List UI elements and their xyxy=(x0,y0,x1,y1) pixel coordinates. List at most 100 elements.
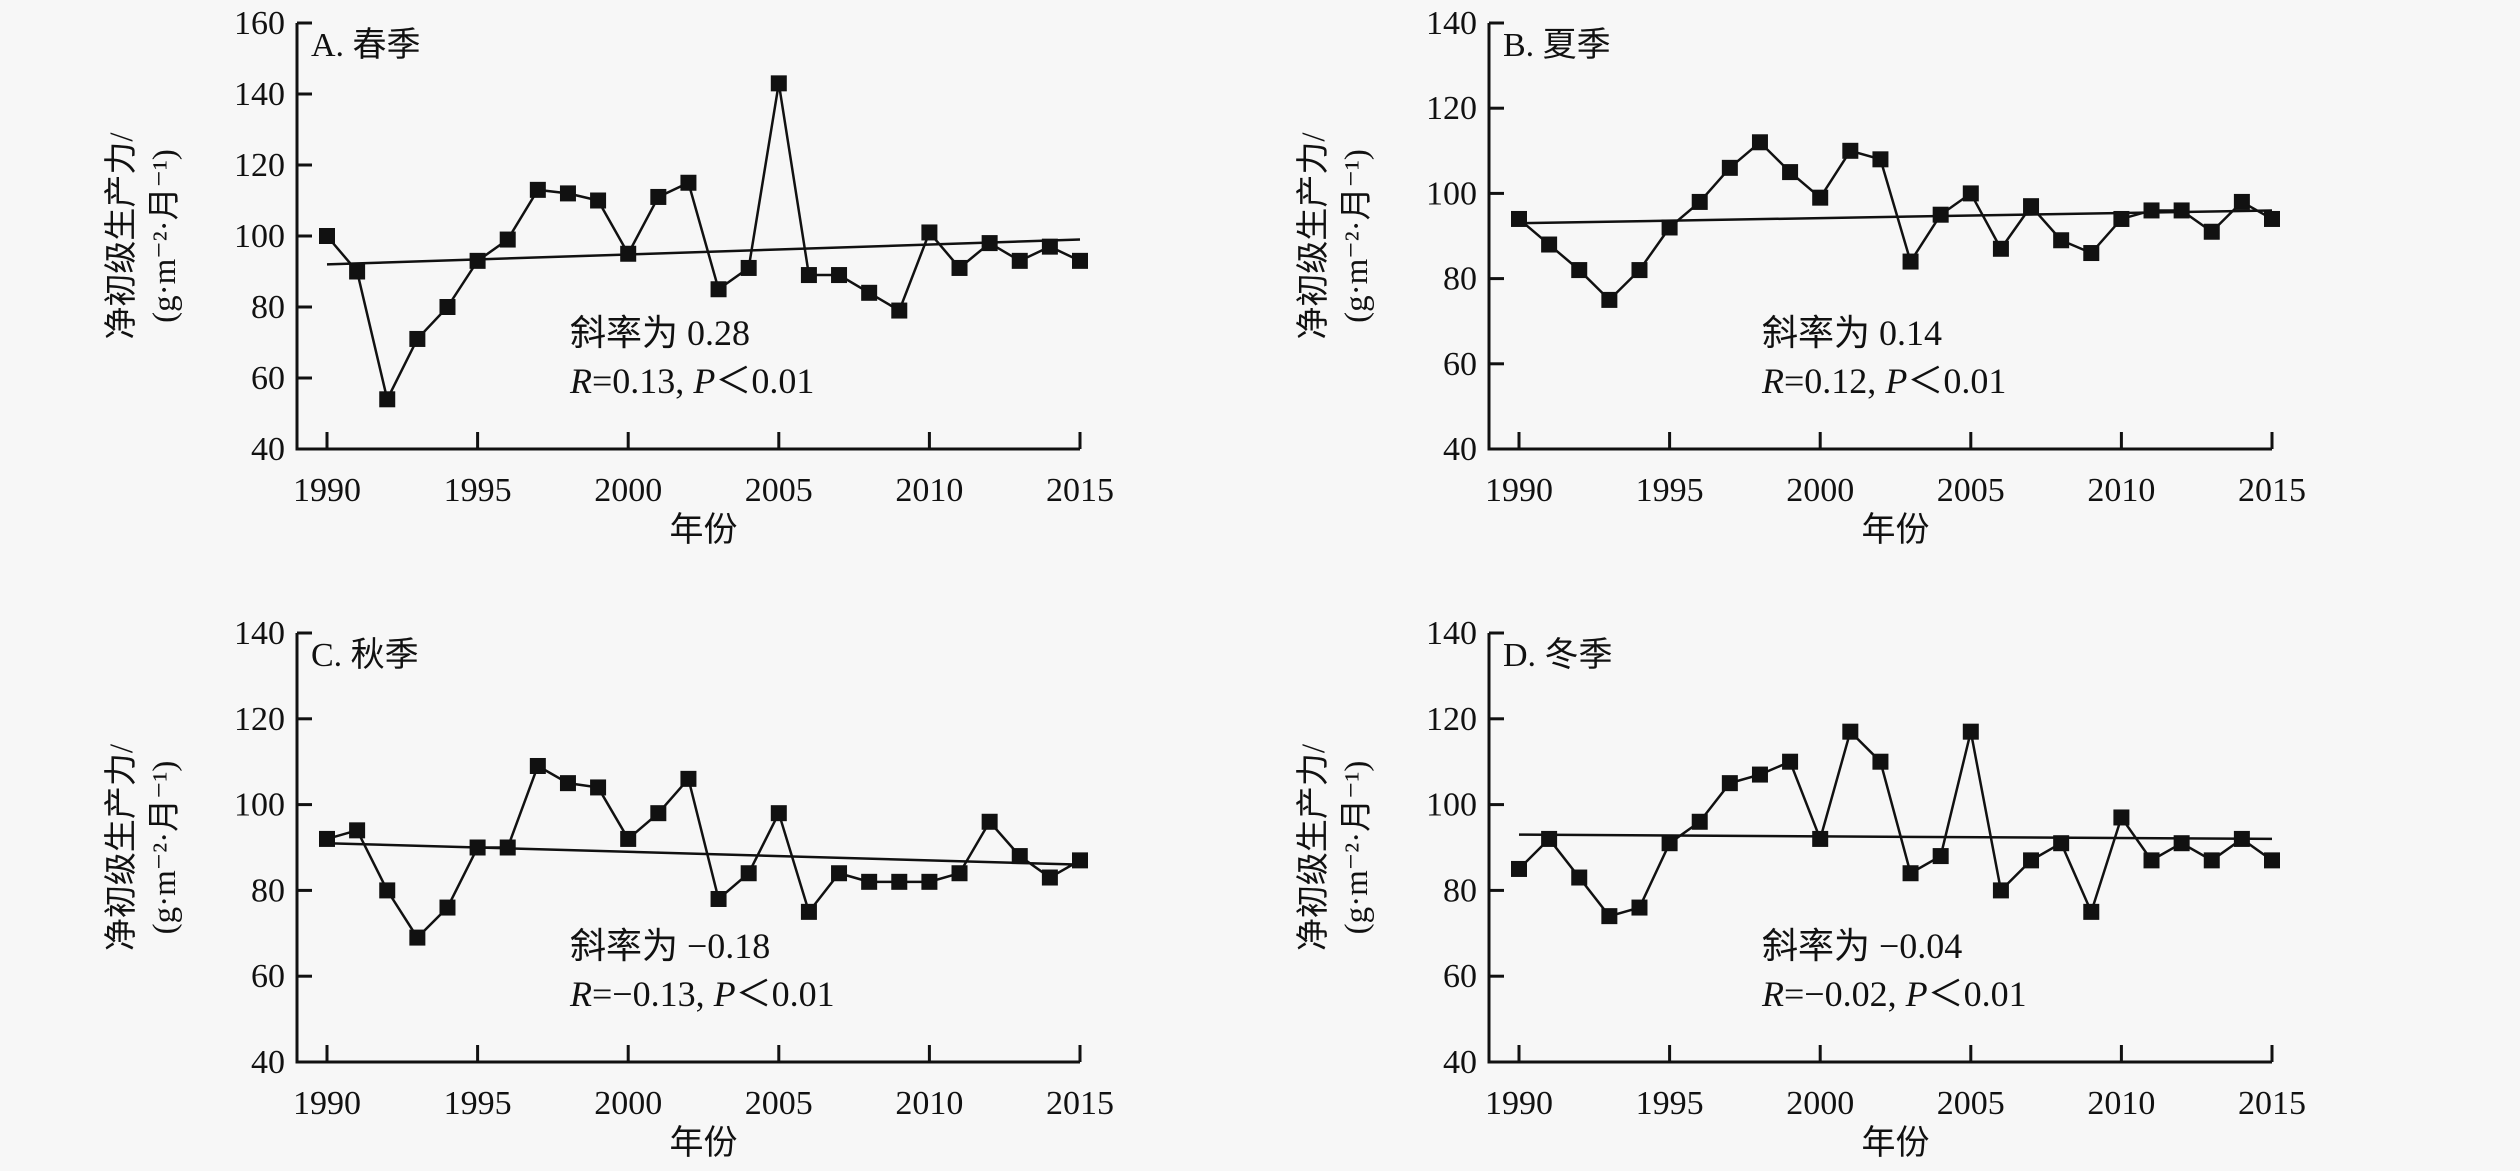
stat-value: ＜0.01 xyxy=(715,361,814,401)
stat-symbol: R xyxy=(1761,974,1784,1014)
x-tick-label: 2015 xyxy=(2238,1085,2306,1122)
x-tick-label: 2000 xyxy=(1786,472,1854,509)
x-tick-label: 2000 xyxy=(594,1085,662,1122)
x-tick-label: 2010 xyxy=(895,472,963,509)
panel-a: 40 60 80 100 120 140 160 1990 1995 2000 2005 2010 20… xyxy=(103,5,1114,549)
data-point xyxy=(1992,240,2009,257)
stat-value: =−0.02, xyxy=(1784,974,1906,1014)
x-tick-label: 2015 xyxy=(1046,472,1114,509)
data-point xyxy=(469,252,486,269)
data-point xyxy=(1631,899,1648,916)
slope-annotation: 斜率为 0.14 xyxy=(1762,313,1942,353)
data-point xyxy=(891,873,908,890)
data-point xyxy=(319,228,335,244)
data-point xyxy=(680,174,697,191)
slope-annotation: 斜率为 0.28 xyxy=(570,313,750,353)
y-tick-label: 100 xyxy=(234,218,285,255)
data-point xyxy=(559,775,576,792)
data-point xyxy=(831,865,848,882)
data-point xyxy=(1072,852,1088,869)
data-point xyxy=(1571,869,1588,886)
x-tick-label: 2005 xyxy=(1937,1085,2005,1122)
data-point xyxy=(2023,852,2040,869)
data-point xyxy=(1041,238,1058,255)
y-tick-label: 80 xyxy=(251,289,285,326)
panel-title: B. 夏季 xyxy=(1503,26,1611,64)
data-point xyxy=(861,284,878,301)
data-point xyxy=(2113,210,2130,227)
y-tick-label: 120 xyxy=(1426,90,1477,127)
y-tick-label: 40 xyxy=(251,431,285,468)
data-point xyxy=(1721,159,1738,176)
stat-value: ＜0.01 xyxy=(1928,974,2027,1014)
data-point xyxy=(1932,206,1949,223)
x-tick-label: 2005 xyxy=(745,1085,813,1122)
y-tick-label: 60 xyxy=(251,360,285,397)
stat-symbol: R xyxy=(569,361,592,401)
data-point xyxy=(529,757,546,774)
data-point xyxy=(1661,835,1678,852)
data-point xyxy=(559,185,576,202)
data-point xyxy=(409,929,426,946)
data-point xyxy=(1902,865,1919,882)
data-point xyxy=(2203,223,2220,240)
x-axis-label: 年份 xyxy=(670,1124,738,1162)
x-tick-label: 2015 xyxy=(1046,1085,1114,1122)
y-tick-label: 60 xyxy=(1443,958,1477,995)
panel-b: 40 60 80 100 120 140 1990 1995 2000 2005 2010 2015 年… xyxy=(1295,5,2306,549)
stat-value: =0.12, xyxy=(1784,361,1885,401)
x-tick-label: 2005 xyxy=(745,472,813,509)
data-point xyxy=(1511,860,1527,877)
y-axis-label-line1: 净初级生产力/ xyxy=(1295,132,1332,340)
data-point xyxy=(1902,253,1919,270)
x-tick-label: 1995 xyxy=(444,1085,512,1122)
data-point xyxy=(1691,813,1708,830)
data-point xyxy=(861,873,878,890)
x-tick-label: 1995 xyxy=(444,472,512,509)
data-point xyxy=(2143,202,2160,219)
slope-annotation: 斜率为 −0.04 xyxy=(1762,926,1962,966)
stat-value: =0.13, xyxy=(592,361,693,401)
data-point xyxy=(2083,903,2100,920)
data-point xyxy=(1601,291,1618,308)
data-point xyxy=(2264,852,2280,869)
data-point xyxy=(2233,830,2250,847)
data-point xyxy=(1691,193,1708,210)
y-tick-label: 100 xyxy=(234,787,285,824)
stat-symbol: P xyxy=(713,974,736,1014)
data-point xyxy=(800,267,817,284)
data-point xyxy=(1661,219,1678,236)
data-point xyxy=(379,882,396,899)
y-tick-label: 140 xyxy=(234,615,285,652)
data-point xyxy=(1962,723,1979,740)
data-point xyxy=(529,181,546,198)
y-tick-label: 60 xyxy=(1443,346,1477,383)
data-point xyxy=(981,235,998,252)
y-axis-label-line2: (g·m⁻²·月⁻¹) xyxy=(1339,149,1375,323)
data-point xyxy=(439,899,456,916)
y-tick-label: 40 xyxy=(1443,1044,1477,1081)
x-tick-label: 2010 xyxy=(895,1085,963,1122)
y-axis-label-line2: (g·m⁻²·月⁻¹) xyxy=(147,149,183,323)
y-axis-label-line1: 净初级生产力/ xyxy=(103,132,140,340)
data-point xyxy=(2053,232,2070,249)
data-point xyxy=(620,245,637,262)
data-point xyxy=(1011,252,1028,269)
y-tick-label: 160 xyxy=(234,5,285,42)
data-point xyxy=(590,192,607,209)
data-point xyxy=(831,267,848,284)
data-point xyxy=(740,259,757,276)
y-axis-label-line2: (g·m⁻²·月⁻¹) xyxy=(1339,761,1375,935)
data-point xyxy=(770,805,787,822)
x-tick-label: 1995 xyxy=(1636,1085,1704,1122)
trend-line xyxy=(326,841,1081,866)
data-point xyxy=(800,903,817,920)
x-tick-label: 1990 xyxy=(293,472,361,509)
data-point xyxy=(1721,775,1738,792)
trend-line xyxy=(1518,833,2273,841)
x-tick-label: 2015 xyxy=(2238,472,2306,509)
panel-c: 40 60 80 100 120 140 1990 1995 2000 2005 2010 2015 年… xyxy=(103,615,1114,1162)
data-point xyxy=(1812,189,1829,206)
data-point xyxy=(710,281,727,298)
